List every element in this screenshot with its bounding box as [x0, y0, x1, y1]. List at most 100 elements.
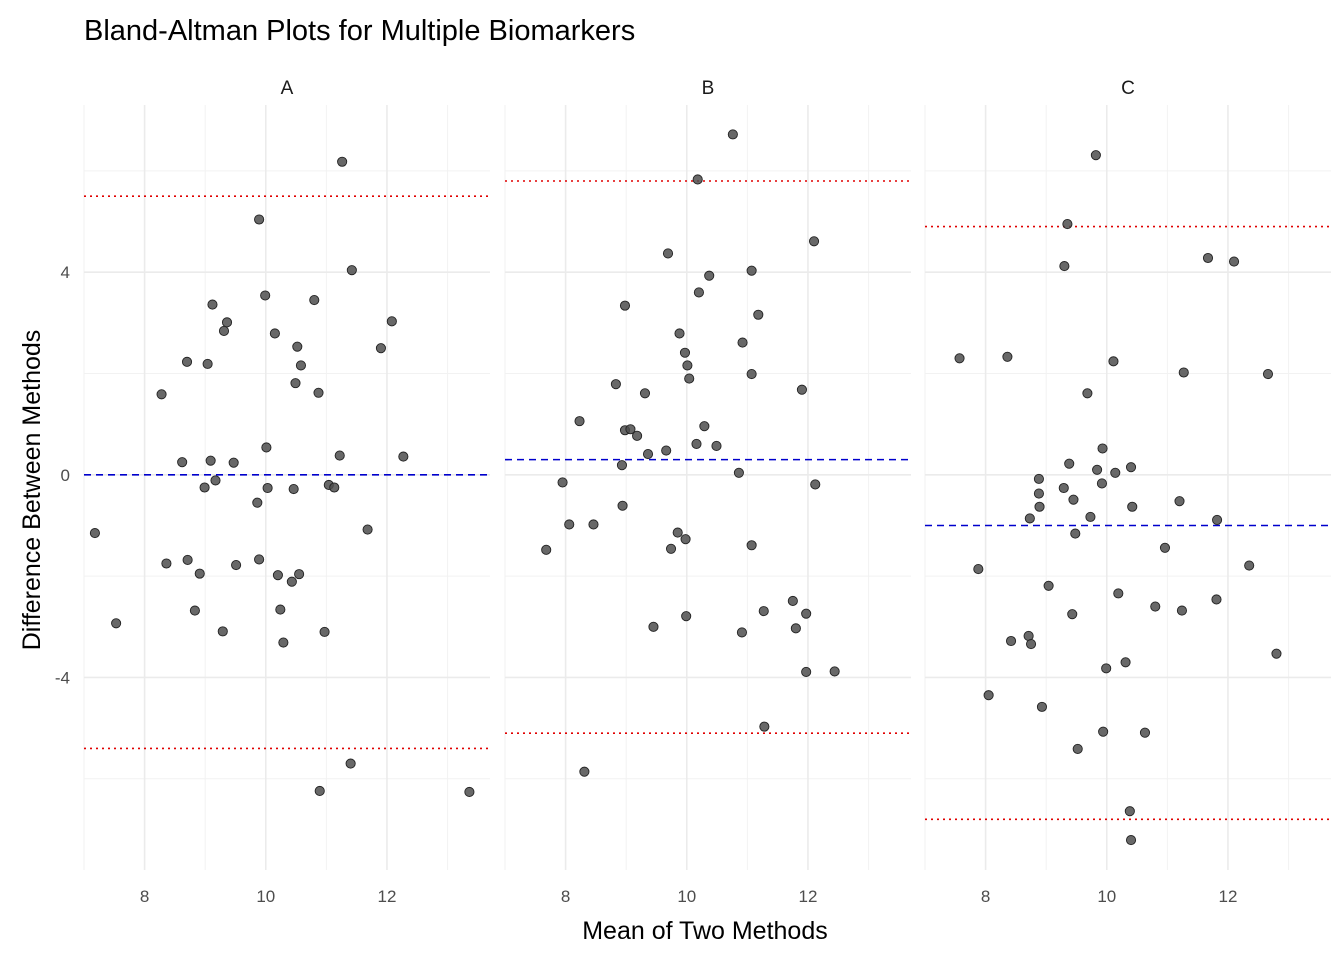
data-point: [254, 214, 265, 225]
data-point: [313, 387, 324, 398]
data-point: [1024, 513, 1035, 524]
data-point: [231, 559, 242, 571]
data-point: [217, 626, 228, 637]
data-point: [1113, 588, 1124, 599]
data-point: [202, 358, 213, 369]
data-point: [1124, 806, 1135, 817]
data-point: [1159, 542, 1171, 553]
data-point: [1139, 727, 1151, 738]
data-point: [1262, 368, 1274, 380]
data-point: [746, 540, 757, 551]
data-point: [727, 129, 738, 140]
data-point: [680, 534, 691, 545]
data-point: [579, 766, 590, 777]
data-point: [1098, 726, 1109, 737]
data-point: [221, 317, 233, 328]
data-point: [801, 608, 812, 619]
panel-c: C 8 10 12: [924, 78, 1331, 906]
data-point: [1025, 638, 1037, 650]
data-point: [642, 449, 654, 460]
data-point: [345, 758, 356, 769]
panel-strip-label: A: [281, 78, 294, 99]
data-point: [704, 270, 715, 281]
data-point: [1072, 743, 1083, 754]
data-point: [261, 442, 272, 453]
data-point: [218, 325, 230, 337]
data-point: [588, 519, 599, 530]
data-point: [464, 786, 475, 798]
data-point: [290, 378, 301, 389]
data-point: [314, 785, 325, 797]
data-point: [801, 666, 812, 677]
data-point: [262, 482, 273, 494]
data-point: [1005, 635, 1017, 647]
data-point: [746, 265, 757, 276]
data-point: [810, 479, 821, 490]
data-point: [610, 379, 621, 390]
data-point: [758, 606, 769, 617]
data-point: [787, 595, 798, 607]
facet-panels: A 8 10 12 B 8 10 12 C 8 10 12: [83, 78, 1331, 906]
y-axis-label: Difference Between Methods: [18, 330, 46, 651]
data-point: [210, 475, 221, 486]
data-point: [1058, 482, 1069, 494]
data-point: [679, 347, 691, 358]
data-point: [692, 174, 703, 185]
data-point: [1033, 473, 1044, 484]
data-point: [808, 236, 820, 247]
data-point: [736, 627, 747, 638]
data-point: [1064, 458, 1075, 469]
data-point: [272, 570, 283, 581]
data-point: [269, 328, 280, 339]
x-tick-label: 8: [140, 887, 149, 906]
data-point: [617, 500, 628, 511]
x-tick-label: 8: [981, 887, 990, 906]
data-point: [746, 368, 757, 380]
data-point: [674, 328, 685, 339]
data-point: [632, 430, 643, 441]
data-point: [334, 450, 345, 461]
data-point: [973, 564, 984, 575]
data-point: [574, 416, 585, 427]
data-point: [662, 248, 674, 259]
data-point: [1178, 367, 1189, 378]
data-point: [194, 568, 205, 579]
y-tick-label: -4: [55, 668, 70, 687]
data-point: [672, 527, 683, 538]
data-point: [619, 300, 631, 311]
data-point: [1125, 462, 1137, 473]
data-point: [682, 360, 693, 371]
data-point: [796, 384, 807, 395]
x-tick-label: 10: [256, 887, 275, 906]
data-point: [1125, 835, 1137, 846]
data-point: [1271, 648, 1282, 659]
data-point: [790, 623, 801, 634]
data-point: [1067, 609, 1078, 620]
data-point: [737, 337, 748, 348]
y-tick-label: 4: [61, 263, 70, 282]
data-point: [89, 528, 100, 539]
data-point: [684, 373, 695, 384]
data-point: [557, 477, 568, 488]
data-point: [199, 482, 210, 493]
data-point: [1002, 351, 1013, 362]
data-point: [177, 457, 188, 468]
x-tick-label: 12: [378, 887, 397, 906]
chart-title: Bland-Altman Plots for Multiple Biomarke…: [84, 15, 635, 47]
data-point: [1090, 150, 1101, 161]
data-point: [625, 424, 636, 435]
data-point: [228, 457, 239, 468]
data-point: [1108, 356, 1119, 367]
data-point: [278, 637, 289, 648]
data-point: [1036, 701, 1048, 712]
data-point: [1097, 443, 1108, 454]
data-point: [161, 558, 172, 569]
data-point: [1110, 467, 1121, 478]
data-point: [319, 626, 330, 637]
panel-b: B 8 10 12: [504, 78, 911, 906]
data-point: [260, 290, 271, 301]
data-point: [156, 389, 167, 400]
data-point: [1202, 252, 1214, 264]
panel-strip-label: C: [1121, 78, 1135, 99]
data-point: [661, 445, 672, 456]
